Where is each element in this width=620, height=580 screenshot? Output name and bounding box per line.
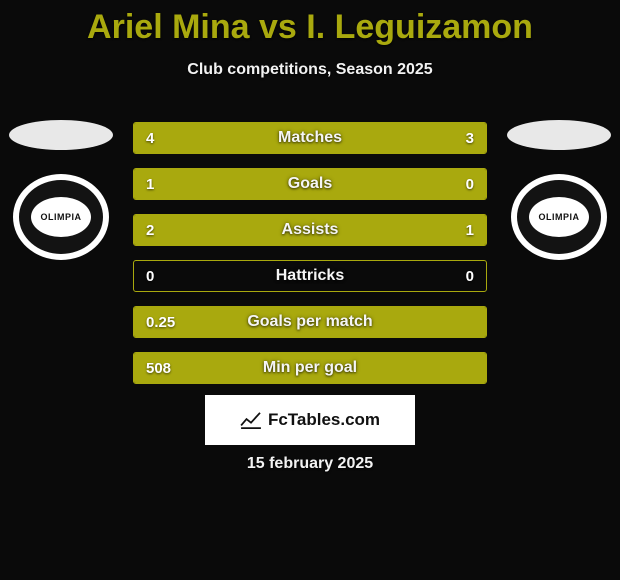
stat-row: 00Hattricks [133,260,487,292]
stat-label: Matches [134,123,486,153]
attribution-box: FcTables.com [205,395,415,445]
vs-separator: vs [259,8,297,46]
attribution-text: FcTables.com [268,410,380,430]
player1-club-badge: OLIMPIA [13,174,109,260]
player2-avatar-placeholder [507,120,611,150]
stat-label: Min per goal [134,353,486,383]
stat-row: 508Min per goal [133,352,487,384]
stat-label: Goals per match [134,307,486,337]
stat-label: Hattricks [134,261,486,291]
stat-label: Assists [134,215,486,245]
fctables-logo-icon [240,411,262,429]
player1-club-name: OLIMPIA [31,197,91,237]
stat-label: Goals [134,169,486,199]
stat-row: 43Matches [133,122,487,154]
stats-panel: 43Matches 10Goals 21Assists 00Hattricks 0.25… [133,122,487,384]
stat-row: 10Goals [133,168,487,200]
player1-name: Ariel Mina [87,8,249,46]
player1-column: OLIMPIA [6,120,116,260]
player2-name: I. Leguizamon [306,8,533,46]
comparison-date: 15 february 2025 [0,455,620,473]
stat-row: 0.25Goals per match [133,306,487,338]
subtitle: Club competitions, Season 2025 [0,61,620,79]
player2-column: OLIMPIA [504,120,614,260]
comparison-title: Ariel Mina vs I. Leguizamon [0,0,620,47]
player2-club-badge: OLIMPIA [511,174,607,260]
player2-club-name: OLIMPIA [529,197,589,237]
player1-avatar-placeholder [9,120,113,150]
stat-row: 21Assists [133,214,487,246]
